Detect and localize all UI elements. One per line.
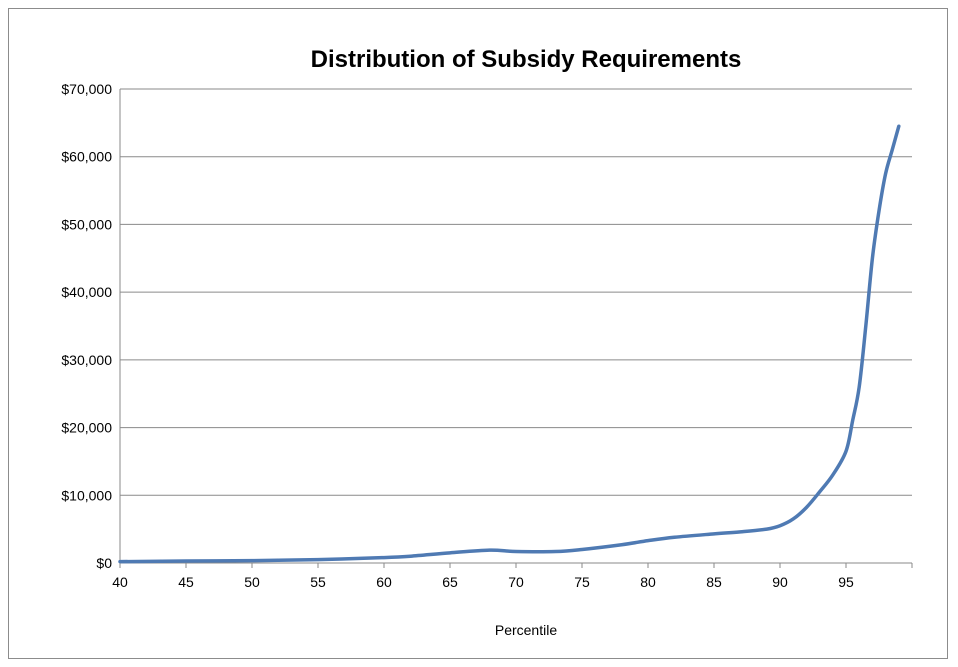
y-tick-label: $0 xyxy=(96,555,112,571)
y-tick-label: $50,000 xyxy=(61,216,112,232)
x-axis-label: Percentile xyxy=(495,622,557,638)
chart-canvas: Distribution of Subsidy Requirements $0 $1… xyxy=(61,46,913,638)
x-tick-label: 75 xyxy=(574,574,590,590)
data-point xyxy=(871,257,874,260)
data-point xyxy=(858,385,861,388)
y-tick-label: $70,000 xyxy=(61,81,112,97)
data-point xyxy=(891,148,894,151)
data-point xyxy=(554,550,557,553)
x-tick-label: 80 xyxy=(640,574,656,590)
x-tick-label: 60 xyxy=(376,574,392,590)
x-tick-label: 70 xyxy=(508,574,524,590)
data-point xyxy=(779,524,782,527)
x-tick-label: 85 xyxy=(706,574,722,590)
data-point xyxy=(251,559,254,562)
data-point xyxy=(647,539,650,542)
data-point xyxy=(851,419,854,422)
data-point xyxy=(765,528,768,531)
data-point xyxy=(409,555,412,558)
data-point xyxy=(185,559,188,562)
data-point xyxy=(818,490,821,493)
data-point xyxy=(878,209,881,212)
y-tick-label: $40,000 xyxy=(61,284,112,300)
y-tick-label: $20,000 xyxy=(61,420,112,436)
data-point xyxy=(317,558,320,561)
data-point xyxy=(488,549,491,552)
y-tick-label: $10,000 xyxy=(61,487,112,503)
series-line-0 xyxy=(118,124,901,564)
x-tick-label: 50 xyxy=(244,574,260,590)
data-point xyxy=(515,550,518,553)
data-point xyxy=(739,530,742,533)
data-point xyxy=(792,517,795,520)
data-point xyxy=(884,172,887,175)
data-point xyxy=(864,325,867,328)
x-tick-label: 90 xyxy=(772,574,788,590)
data-point xyxy=(581,548,584,551)
x-tick-label: 40 xyxy=(112,574,128,590)
data-point xyxy=(119,560,122,563)
chart-title: Distribution of Subsidy Requirements xyxy=(311,46,742,73)
data-point xyxy=(831,473,834,476)
y-tick-label: $30,000 xyxy=(61,352,112,368)
data-point xyxy=(713,532,716,535)
y-tick-label: $60,000 xyxy=(61,149,112,165)
data-point xyxy=(845,450,848,453)
data-point xyxy=(805,506,808,509)
chart-frame: Distribution of Subsidy Requirements $0 $1… xyxy=(8,8,948,659)
data-point xyxy=(383,556,386,559)
x-tick-label: 45 xyxy=(178,574,194,590)
x-tick-label: 65 xyxy=(442,574,458,590)
data-point xyxy=(620,543,623,546)
x-tick-label: 95 xyxy=(838,574,854,590)
data-point xyxy=(449,551,452,554)
data-point xyxy=(673,536,676,539)
data-point xyxy=(897,125,900,128)
x-tick-label: 55 xyxy=(310,574,326,590)
